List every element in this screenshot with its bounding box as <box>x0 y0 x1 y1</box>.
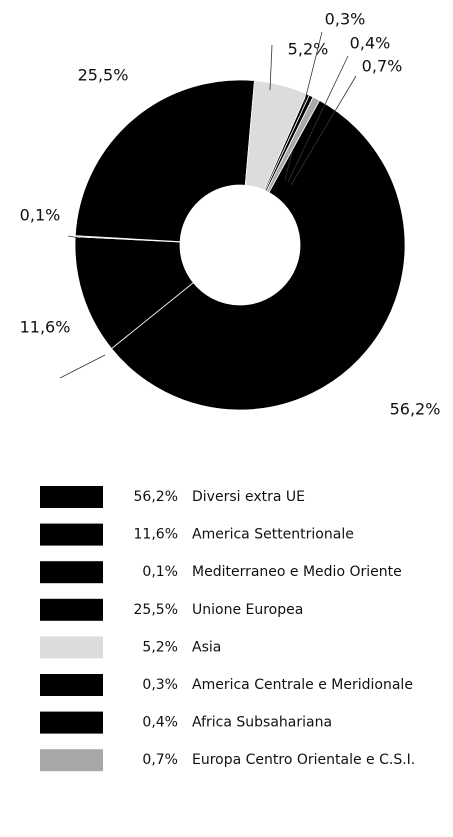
legend-swatch <box>40 636 103 659</box>
legend-swatch <box>40 598 103 621</box>
slice-label: 56,2% <box>390 400 441 419</box>
legend-label: Unione Europea <box>192 602 303 618</box>
legend-label: America Centrale e Meridionale <box>192 677 413 693</box>
legend-swatch <box>40 674 103 696</box>
donut-slice <box>110 99 406 411</box>
leader-line <box>59 354 106 379</box>
leader-line <box>67 235 81 239</box>
donut-slice <box>266 96 321 193</box>
slice-label: 0,7% <box>362 57 403 76</box>
slice-label: 25,5% <box>78 66 129 85</box>
legend-label: Diversi extra UE <box>192 489 305 505</box>
legend-swatch <box>40 561 103 584</box>
donut-slice <box>74 236 194 350</box>
leader-line <box>290 75 357 186</box>
legend-value: 0,3% <box>142 677 178 693</box>
legend-value: 5,2% <box>142 639 178 655</box>
legend-swatch <box>40 749 103 772</box>
donut-slice <box>74 79 255 243</box>
leader-line <box>287 55 349 183</box>
legend-value: 0,1% <box>142 564 178 580</box>
legend-swatch <box>40 711 103 734</box>
legend-value: 11,6% <box>134 527 178 543</box>
slice-label: 5,2% <box>288 40 329 59</box>
slice-label: 0,3% <box>325 10 366 29</box>
legend-label: America Settentrionale <box>192 527 354 543</box>
legend-label: Asia <box>192 639 221 655</box>
legend-label: Europa Centro Orientale e C.S.I. <box>192 752 415 768</box>
slice-label: 0,4% <box>350 34 391 53</box>
slice-label: 11,6% <box>20 318 71 337</box>
leader-line <box>269 44 273 91</box>
legend-swatch <box>40 523 103 546</box>
legend-value: 0,4% <box>142 715 178 731</box>
legend-value: 56,2% <box>134 489 178 505</box>
legend-label: Africa Subsahariana <box>192 715 332 731</box>
legend-label: Mediterraneo e Medio Oriente <box>192 564 402 580</box>
legend-value: 25,5% <box>134 602 178 618</box>
legend-swatch <box>40 486 103 508</box>
slice-label: 0,1% <box>20 206 61 225</box>
leader-line <box>284 31 323 181</box>
legend-value: 0,7% <box>142 752 178 768</box>
